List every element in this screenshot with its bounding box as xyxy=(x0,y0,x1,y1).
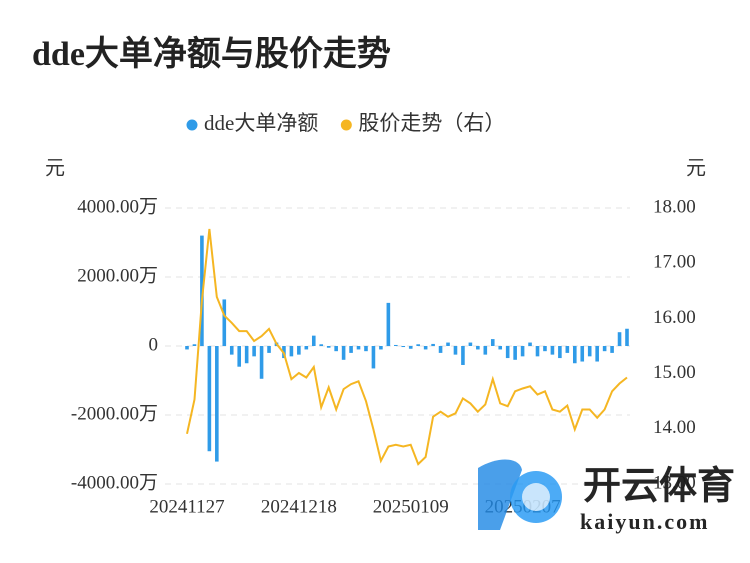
bar xyxy=(505,346,510,359)
bar xyxy=(438,346,443,353)
bar xyxy=(386,302,391,346)
watermark: 开云体育 kaiyun.com xyxy=(478,459,735,534)
y2-tick-label: 14.00 xyxy=(653,417,696,438)
bar xyxy=(602,346,607,352)
legend-marker xyxy=(340,119,352,131)
watermark-logo xyxy=(478,459,522,530)
bar xyxy=(222,299,227,346)
y2-tick-label: 18.00 xyxy=(653,196,696,217)
bar xyxy=(453,346,458,355)
bar xyxy=(334,346,338,352)
bar xyxy=(237,346,242,367)
line xyxy=(186,228,628,466)
bar xyxy=(468,342,473,346)
bar xyxy=(289,346,294,357)
bar xyxy=(304,346,309,350)
bar xyxy=(267,346,271,353)
bar xyxy=(297,346,301,355)
x-tick-label: 20250109 xyxy=(373,496,449,517)
bar xyxy=(595,346,599,362)
bar xyxy=(341,346,346,360)
bar xyxy=(483,346,488,355)
bar xyxy=(446,342,450,346)
bar xyxy=(617,332,622,346)
bar xyxy=(244,346,249,364)
bar xyxy=(625,328,629,346)
y-tick-label: 4000.00万 xyxy=(77,196,158,217)
watermark-url: kaiyun.com xyxy=(580,509,709,534)
bar xyxy=(498,346,503,350)
bar xyxy=(476,346,480,350)
legend: dde大单净额 股价走势（右） xyxy=(186,111,505,135)
bar xyxy=(416,344,420,346)
y2-tick-label: 13.00 xyxy=(653,472,696,493)
bar xyxy=(572,346,577,364)
bar xyxy=(550,346,555,355)
bar xyxy=(610,346,614,353)
bar xyxy=(587,346,592,357)
bar xyxy=(349,346,353,353)
bar xyxy=(207,346,212,452)
bar xyxy=(408,346,413,349)
chart-title: dde大单净额与股价走势 xyxy=(32,35,391,73)
bar xyxy=(200,235,204,346)
bar xyxy=(401,346,406,348)
legend-marker xyxy=(186,119,198,131)
y-axis-label: 元 xyxy=(45,158,65,180)
bar xyxy=(461,346,465,365)
bar xyxy=(259,346,264,379)
y-tick-label: 2000.00万 xyxy=(77,265,158,286)
bar xyxy=(423,346,428,350)
bar xyxy=(215,346,219,462)
x-tick-label: 20241218 xyxy=(261,496,337,517)
bar xyxy=(535,346,540,357)
bar xyxy=(326,346,331,348)
bar xyxy=(229,346,234,355)
legend-label: 股价走势（右） xyxy=(358,111,505,135)
bar xyxy=(394,344,398,346)
watermark-brand: 开云体育 xyxy=(583,466,735,508)
bar xyxy=(543,346,547,352)
bar xyxy=(252,346,256,357)
y-tick-label: 0 xyxy=(149,334,159,355)
bar xyxy=(185,346,189,350)
y2-axis-label: 元 xyxy=(686,158,706,180)
y2-tick-label: 16.00 xyxy=(653,307,696,328)
plot: 4000.00万 2000.00万 0 -2000.00万 -4000.00万 18.00… xyxy=(71,196,696,517)
bar xyxy=(580,346,585,362)
bar xyxy=(431,343,435,346)
x-tick-label: 20241127 xyxy=(149,496,224,517)
bar xyxy=(558,346,562,359)
bar xyxy=(528,342,532,346)
bar xyxy=(565,346,570,353)
bar xyxy=(379,346,383,350)
bar xyxy=(192,344,197,346)
bar xyxy=(520,346,525,357)
bar xyxy=(356,346,361,350)
y2-tick-label: 15.00 xyxy=(653,362,696,383)
bar xyxy=(371,346,376,369)
bar xyxy=(364,346,368,352)
bar xyxy=(311,335,316,346)
bar xyxy=(319,344,324,346)
legend-label: dde大单净额 xyxy=(204,111,318,135)
y-tick-label: -4000.00万 xyxy=(71,472,158,493)
watermark-logo xyxy=(522,483,550,511)
bar xyxy=(513,346,517,360)
y-tick-label: -2000.00万 xyxy=(71,403,158,424)
y2-tick-label: 17.00 xyxy=(653,252,696,273)
bar xyxy=(490,339,495,346)
